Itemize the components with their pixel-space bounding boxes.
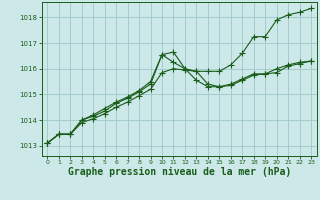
- X-axis label: Graphe pression niveau de la mer (hPa): Graphe pression niveau de la mer (hPa): [68, 167, 291, 177]
